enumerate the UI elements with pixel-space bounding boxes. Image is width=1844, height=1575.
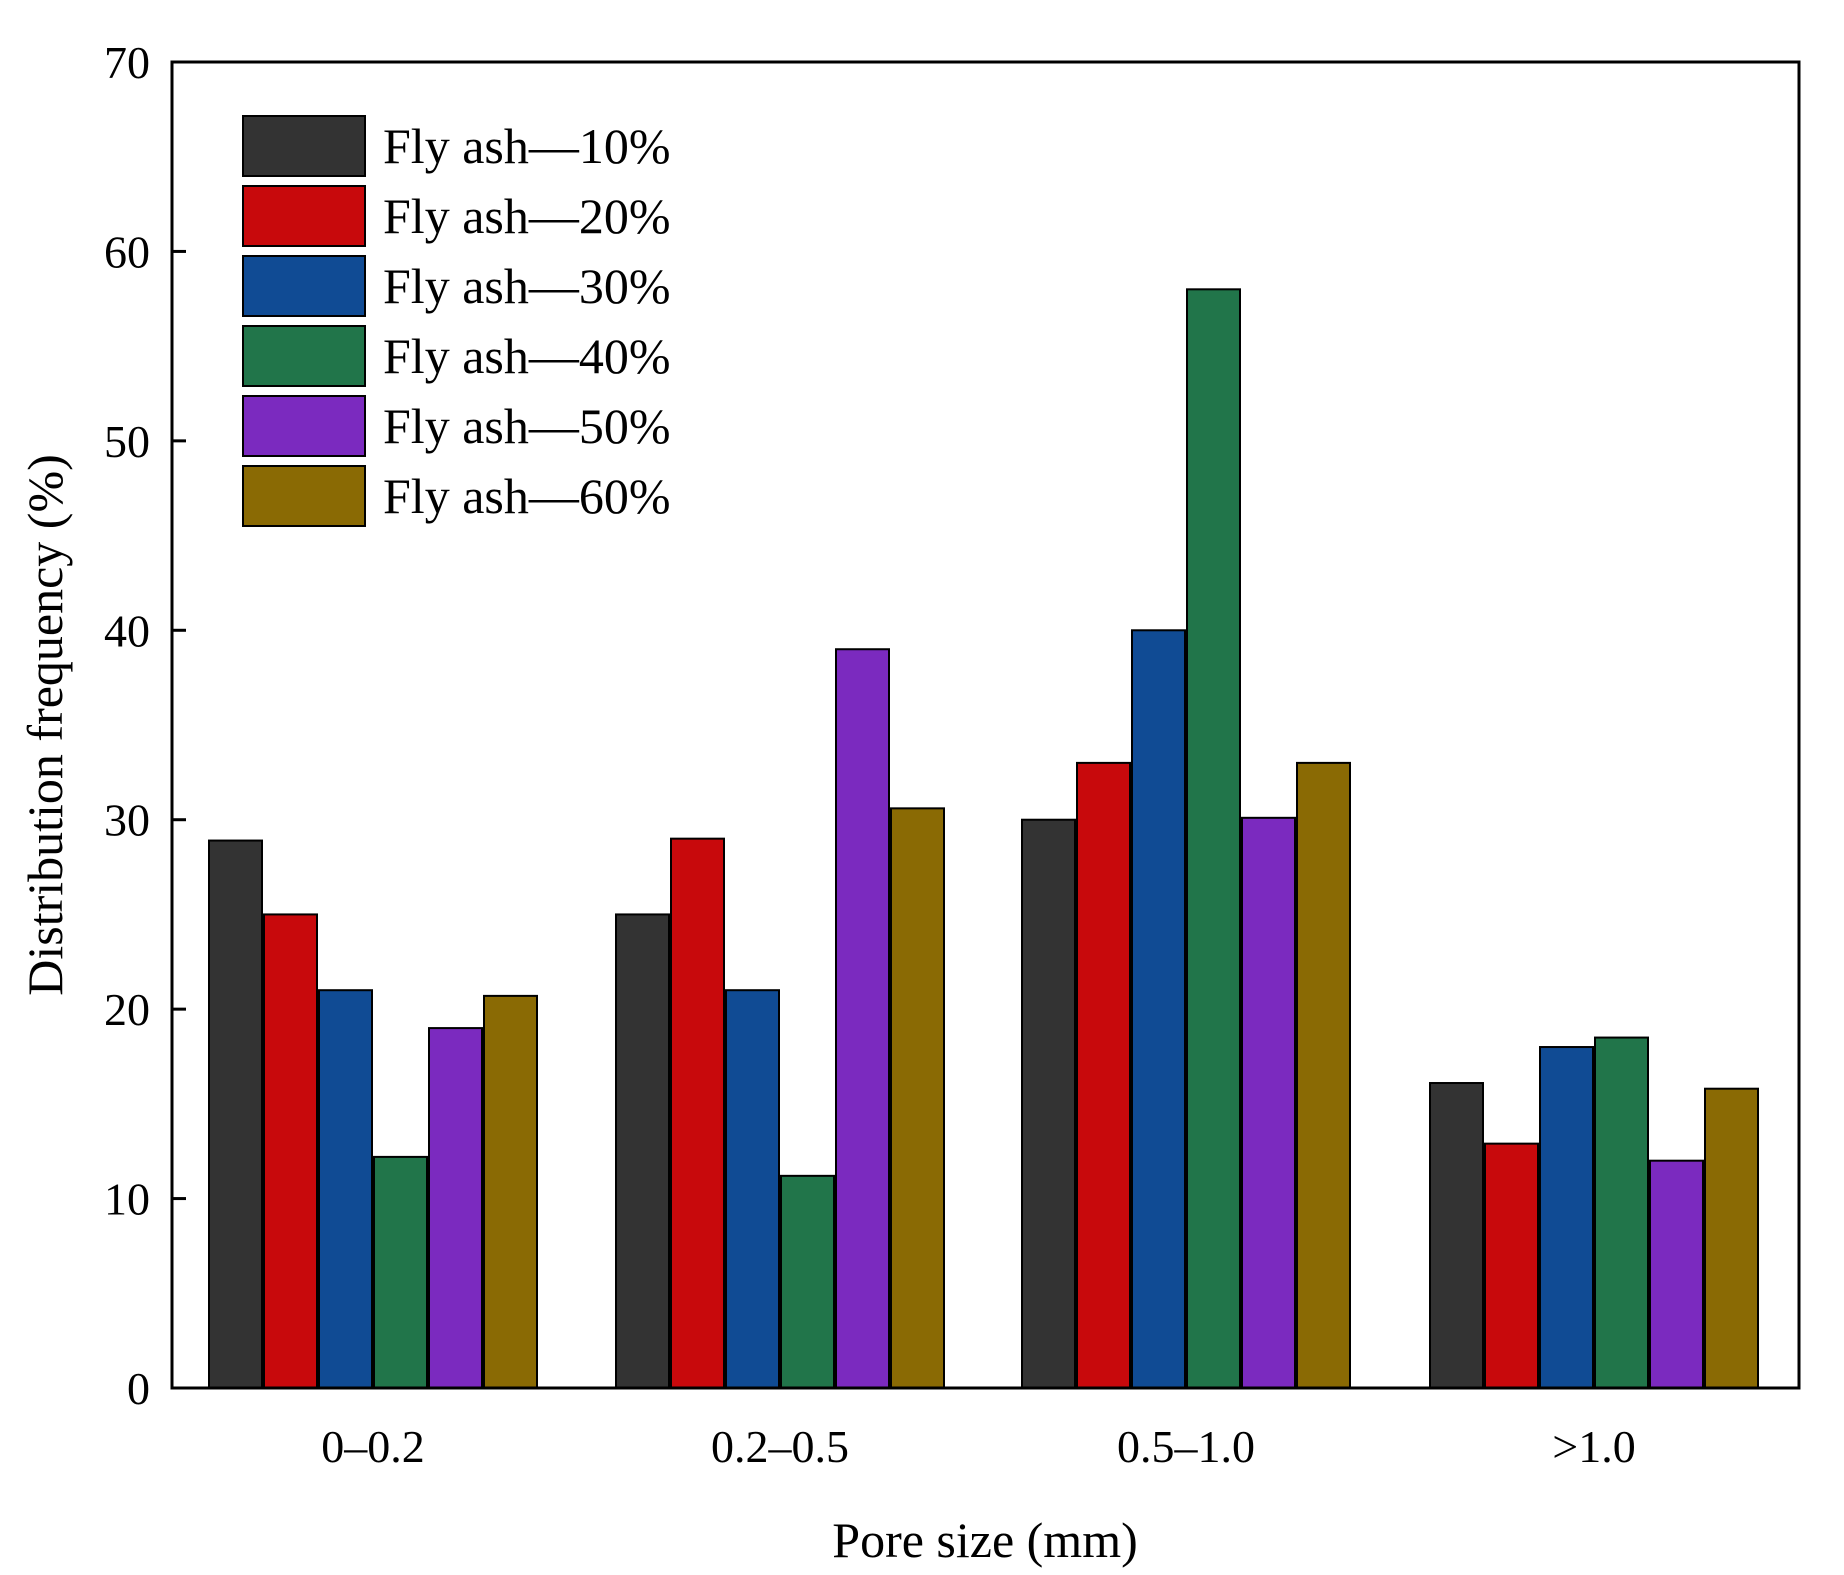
bar-series-1-cat-3: [1021, 818, 1076, 1389]
bar-series-1-cat-1: [208, 839, 263, 1389]
bar-series-1-cat-4: [1429, 1082, 1484, 1390]
y-tick-label: 70: [104, 37, 150, 88]
y-tick-label: 40: [104, 605, 150, 656]
y-tick-label: 0: [127, 1363, 150, 1414]
legend-label: Fly ash—50%: [383, 398, 671, 454]
x-tick-label: 0.5–1.0: [1117, 1421, 1255, 1472]
bar-series-6-cat-1: [483, 994, 538, 1390]
bar-series-2-cat-1: [263, 913, 318, 1390]
bar-series-2-cat-3: [1076, 761, 1131, 1389]
legend-label: Fly ash—40%: [383, 328, 671, 384]
legend-swatch: [242, 325, 366, 387]
bar-series-2-cat-2: [670, 837, 725, 1389]
x-axis: 0–0.2 0.2–0.5 0.5–1.0 >1.0: [321, 1421, 1635, 1472]
y-axis-title: Distribution frequency (%): [17, 454, 73, 996]
bar-series-3-cat-1: [318, 989, 373, 1389]
bar-series-5-cat-4: [1649, 1159, 1704, 1389]
legend-swatch: [242, 255, 366, 317]
bar-series-6-cat-2: [890, 807, 945, 1389]
y-tick-label: 60: [104, 226, 150, 277]
bar-series-6-cat-4: [1704, 1087, 1759, 1390]
legend-swatch: [242, 115, 366, 177]
bar-series-6-cat-3: [1296, 761, 1351, 1389]
bar-series-3-cat-2: [725, 989, 780, 1389]
legend-label: Fly ash—10%: [383, 118, 671, 174]
bar-series-2-cat-4: [1484, 1142, 1539, 1389]
legend: Fly ash—10% Fly ash—20% Fly ash—30% Fly ash…: [242, 115, 671, 527]
bar-series-5-cat-3: [1241, 816, 1296, 1389]
bar-series-4-cat-3: [1186, 288, 1241, 1389]
plot-frame: [170, 60, 1801, 1390]
legend-swatch: [242, 185, 366, 247]
bar-series-1-cat-2: [615, 913, 670, 1390]
bar-series-3-cat-3: [1131, 629, 1186, 1389]
x-tick-label: 0–0.2: [321, 1421, 425, 1472]
bar-series-5-cat-1: [428, 1027, 483, 1389]
bar-series-4-cat-2: [780, 1174, 835, 1389]
y-axis: 0 10 20 30 40 50 60 70: [104, 37, 186, 1414]
legend-label: Fly ash—60%: [383, 468, 671, 524]
bar-series-3-cat-4: [1539, 1046, 1594, 1389]
bar-series-5-cat-2: [835, 648, 890, 1389]
y-tick-label: 50: [104, 416, 150, 467]
legend-swatch: [242, 465, 366, 527]
y-tick-label: 30: [104, 795, 150, 846]
legend-swatch: [242, 395, 366, 457]
x-axis-title: Pore size (mm): [832, 1512, 1137, 1568]
y-tick-label: 20: [104, 984, 150, 1035]
y-tick-label: 10: [104, 1174, 150, 1225]
bar-series-4-cat-1: [373, 1155, 428, 1389]
x-tick-label: 0.2–0.5: [711, 1421, 849, 1472]
bars-layer: [208, 288, 1759, 1390]
x-tick-label: >1.0: [1552, 1421, 1635, 1472]
bar-series-4-cat-4: [1594, 1036, 1649, 1389]
legend-label: Fly ash—30%: [383, 258, 671, 314]
legend-label: Fly ash—20%: [383, 188, 671, 244]
